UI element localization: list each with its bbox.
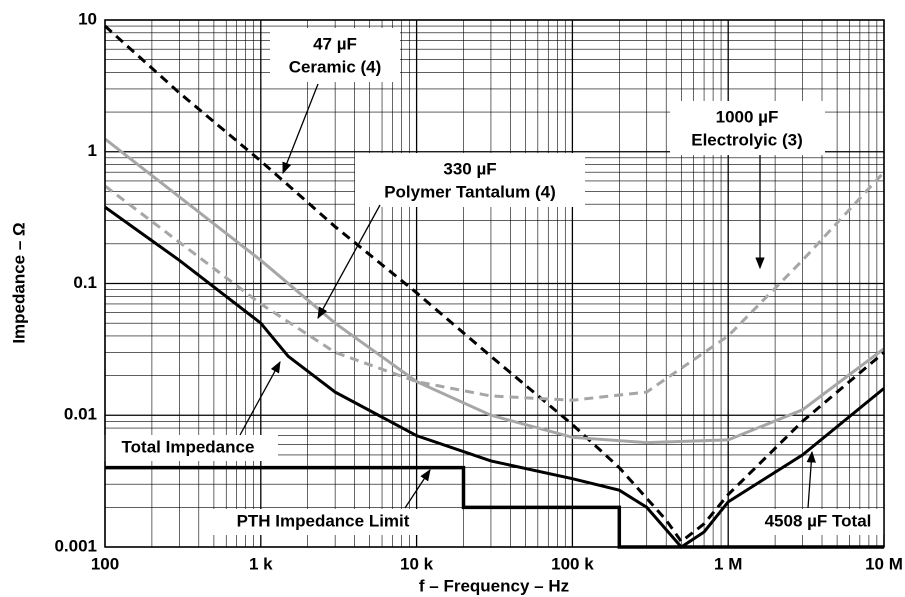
- y-tick-label: 1: [88, 141, 97, 160]
- x-tick-label: 100: [91, 554, 119, 573]
- annotation-arrow: [806, 450, 816, 509]
- annotation-text: Total Impedance: [122, 437, 255, 456]
- annotation-box: [100, 435, 278, 461]
- x-tick-label: 100 k: [551, 554, 594, 573]
- series-line: [104, 205, 885, 549]
- annotation-text: 4508 µF Total: [765, 511, 872, 530]
- annotation-box: [355, 153, 585, 207]
- series-line: [104, 137, 885, 445]
- x-axis-label: f – Frequency – Hz: [419, 576, 569, 595]
- x-tick-label: 1 k: [249, 554, 273, 573]
- annotation-box: [270, 28, 400, 82]
- plot-frame: [104, 19, 885, 548]
- annotation-arrow: [404, 469, 431, 509]
- annotation-text: 330 µF: [443, 159, 496, 178]
- annotation-arrow: [282, 83, 319, 175]
- annotation-arrow: [239, 360, 281, 436]
- series-line: [104, 171, 886, 402]
- y-tick-label: 10: [78, 9, 97, 28]
- annotation-box: [670, 101, 825, 155]
- x-tick-label: 1 M: [714, 554, 742, 573]
- annotation-box: [752, 509, 884, 535]
- y-axis-label: Impedance – Ω: [9, 222, 28, 343]
- y-tick-label: 0.001: [54, 536, 97, 555]
- annotation-text: Polymer Tantalum (4): [384, 182, 556, 201]
- annotation-text: 47 µF: [313, 34, 357, 53]
- annotation-text: 1000 µF: [716, 107, 779, 126]
- annotation-text: Electrolyic (3): [691, 130, 803, 149]
- annotation-text: Ceramic (4): [289, 57, 382, 76]
- y-tick-label: 0.1: [73, 273, 97, 292]
- series-line: [103, 24, 885, 544]
- x-tick-label: 10 k: [400, 554, 434, 573]
- annotation-arrow: [317, 204, 381, 320]
- annotation-text: PTH Impedance Limit: [237, 511, 410, 530]
- annotation-box: [212, 509, 432, 535]
- x-tick-label: 10 M: [865, 554, 903, 573]
- y-tick-label: 0.01: [64, 405, 97, 424]
